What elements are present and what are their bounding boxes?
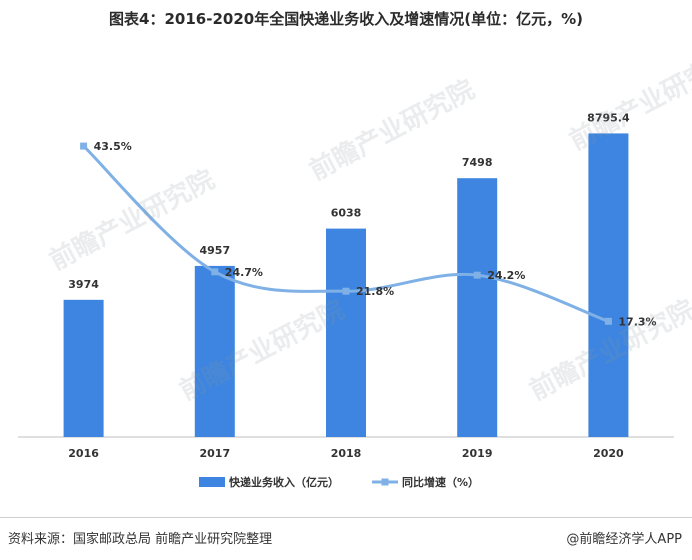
bar-value-label: 3974 bbox=[68, 278, 99, 291]
line-point-marker bbox=[211, 268, 219, 276]
brand-credit: @前瞻经济学人APP bbox=[566, 532, 682, 547]
bar-value-label: 8795.4 bbox=[587, 111, 630, 124]
bar-value-label: 7498 bbox=[462, 156, 493, 169]
bar bbox=[63, 299, 104, 437]
line-value-label: 24.2% bbox=[487, 269, 525, 282]
chart-title: 图表4：2016-2020年全国快递业务收入及增速情况(单位：亿元，%) bbox=[109, 10, 583, 28]
combo-chart: 3974 2016 4957 2017 6038 2018 7498 2019 8795.4 20… bbox=[18, 111, 674, 489]
source-note: 资料来源：国家邮政总局 前瞻产业研究院整理 bbox=[8, 532, 273, 547]
footer-divider bbox=[0, 517, 692, 518]
legend-bar-swatch bbox=[199, 477, 225, 487]
line-point-marker bbox=[80, 142, 88, 150]
legend-bar-label: 快递业务收入（亿元） bbox=[228, 475, 339, 489]
line-value-label: 43.5% bbox=[94, 140, 132, 153]
line-value-label: 17.3% bbox=[618, 315, 656, 328]
legend-line-label: 同比增速（%） bbox=[402, 475, 479, 489]
x-tick-label: 2018 bbox=[331, 447, 362, 460]
bar-value-label: 6038 bbox=[331, 207, 362, 220]
line-point-marker bbox=[604, 317, 612, 325]
x-tick-label: 2020 bbox=[593, 447, 624, 460]
x-tick-label: 2016 bbox=[68, 447, 99, 460]
line-value-label: 24.7% bbox=[225, 266, 263, 279]
line-point-marker bbox=[473, 271, 481, 279]
line-value-label: 21.8% bbox=[356, 285, 394, 298]
line-point-marker bbox=[342, 287, 350, 295]
legend-line-marker bbox=[381, 478, 389, 486]
bar bbox=[194, 265, 235, 437]
x-tick-label: 2019 bbox=[462, 447, 493, 460]
x-tick-label: 2017 bbox=[199, 447, 230, 460]
bar bbox=[457, 178, 498, 437]
bar bbox=[326, 228, 366, 437]
bar-value-label: 4957 bbox=[199, 244, 230, 257]
bar bbox=[588, 133, 629, 437]
